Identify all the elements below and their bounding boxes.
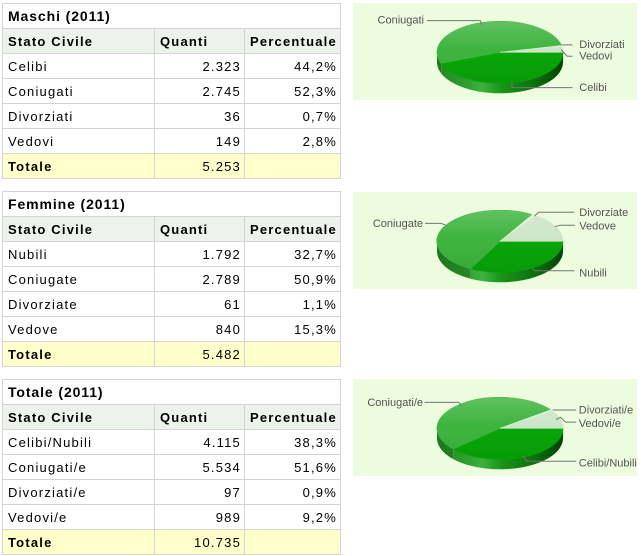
svg-text:Celibi/Nubili: Celibi/Nubili [579, 457, 637, 469]
svg-text:Vedovi: Vedovi [579, 51, 612, 63]
svg-text:Divorziati/e: Divorziati/e [579, 405, 633, 417]
svg-text:Vedovi/e: Vedovi/e [579, 418, 621, 430]
svg-text:Coniugati: Coniugati [378, 15, 424, 27]
svg-text:Coniugate: Coniugate [373, 218, 423, 230]
svg-text:Vedove: Vedove [579, 221, 616, 233]
svg-text:Divorziate: Divorziate [579, 207, 628, 219]
svg-text:Divorziati: Divorziati [579, 39, 624, 51]
svg-text:Coniugati/e: Coniugati/e [367, 397, 423, 409]
svg-text:Nubili: Nubili [579, 267, 607, 279]
svg-text:Celibi: Celibi [579, 82, 607, 94]
